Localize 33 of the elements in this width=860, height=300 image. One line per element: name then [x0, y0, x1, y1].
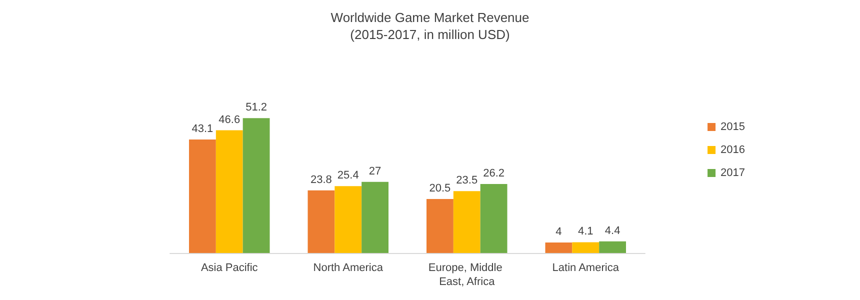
bar: [426, 199, 454, 253]
data-label: 46.6: [218, 114, 240, 126]
bar: [572, 242, 600, 253]
legend-label: 2017: [720, 167, 746, 179]
bar: [308, 190, 335, 253]
bar: [599, 241, 626, 253]
bar: [362, 182, 388, 253]
data-label: 27: [368, 165, 382, 178]
data-label: 4: [556, 226, 562, 238]
bar: [480, 184, 508, 253]
legend-label: 2015: [720, 121, 746, 133]
bar: [242, 118, 270, 253]
bar: [216, 130, 243, 253]
x-tick-label: Latin America: [552, 262, 620, 274]
legend-label: 2016: [720, 144, 746, 156]
data-label: 51.2: [246, 102, 268, 114]
data-label: 20.5: [429, 182, 451, 195]
x-tick-label: North America: [313, 262, 384, 274]
bar: [545, 242, 572, 253]
x-tick-label: Europe, Middle East, Africa: [428, 262, 506, 288]
data-label: 26.2: [483, 168, 505, 180]
data-label: 4.4: [604, 224, 620, 237]
data-label: 25.4: [337, 170, 359, 182]
data-label: 43.1: [192, 123, 214, 136]
data-label: 23.5: [456, 174, 478, 187]
chart-title: Worldwide Game Market Revenue: [330, 10, 530, 25]
bar: [334, 186, 362, 253]
data-label: 4.1: [578, 226, 594, 238]
chart-subtitle: (2015-2017, in million USD): [350, 27, 510, 42]
data-label: 23.8: [310, 174, 332, 186]
x-tick-label: Asia Pacific: [200, 262, 258, 274]
bar: [453, 191, 480, 253]
bar: [189, 140, 216, 253]
